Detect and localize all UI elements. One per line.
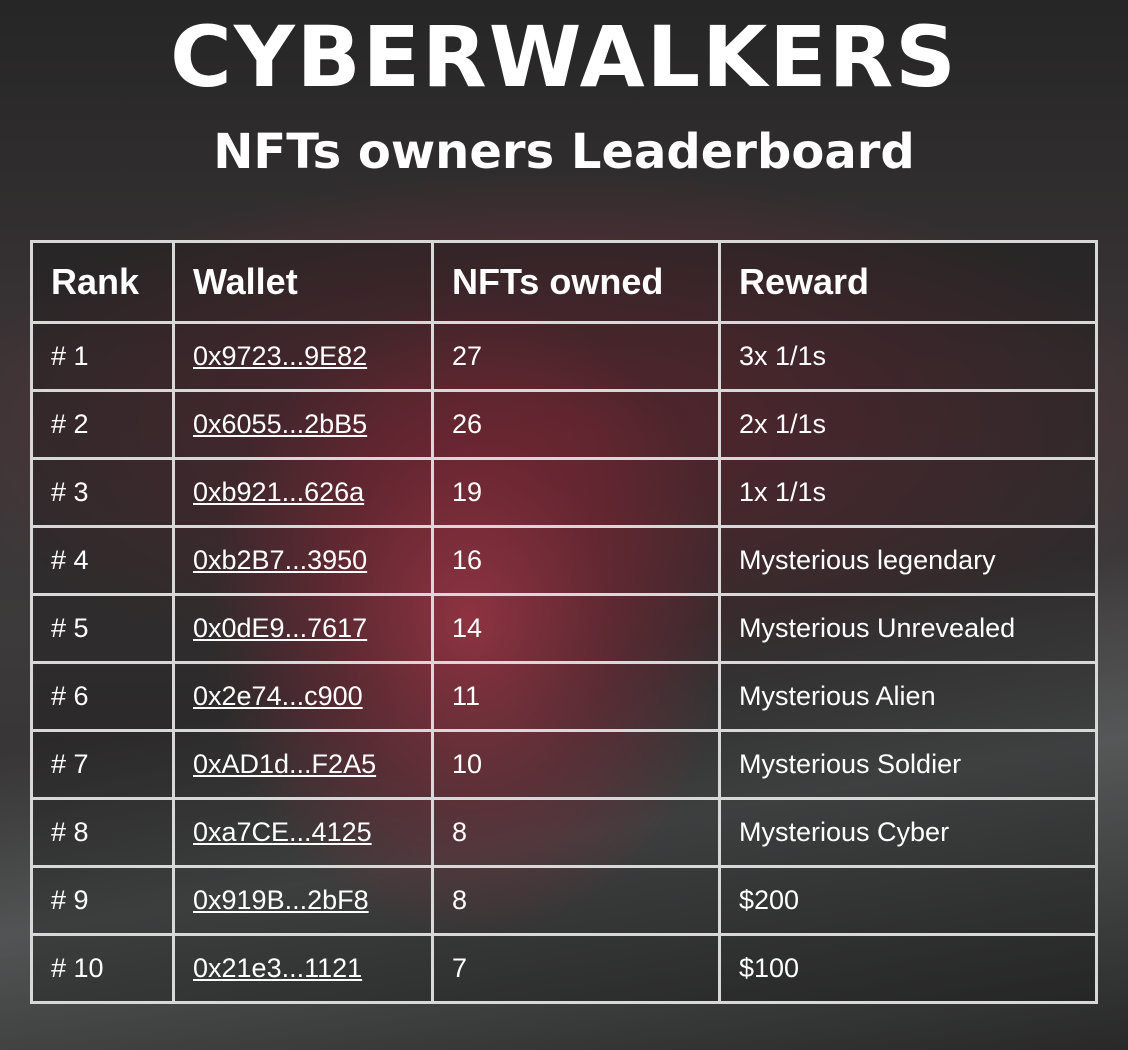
cell: # 1 (30, 321, 175, 392)
cell: 0xb921...626a (172, 457, 434, 528)
column-header: Reward (718, 240, 1098, 324)
cell: # 7 (30, 729, 175, 800)
cell: Mysterious Unrevealed (718, 593, 1098, 664)
cell: 3x 1/1s (718, 321, 1098, 392)
cell: # 5 (30, 593, 175, 664)
cell: 7 (431, 933, 721, 1004)
cell: 10 (431, 729, 721, 800)
cell: $100 (718, 933, 1098, 1004)
table-row: # 5 0x0dE9...7617 14 Mysterious Unrevealed (30, 593, 1098, 664)
wallet-link[interactable]: 0x0dE9...7617 (193, 613, 368, 643)
subtitle: NFTs owners Leaderboard (213, 124, 915, 180)
cell: 0xb2B7...3950 (172, 525, 434, 596)
table-row: # 8 0xa7CE...4125 8 Mysterious Cyber (30, 797, 1098, 868)
cell: 2x 1/1s (718, 389, 1098, 460)
cell: 0xa7CE...4125 (172, 797, 434, 868)
cell: 0x21e3...1121 (172, 933, 434, 1004)
column-header: Rank (30, 240, 175, 324)
cell: 16 (431, 525, 721, 596)
cell: 1x 1/1s (718, 457, 1098, 528)
table-row: # 1 0x9723...9E82 27 3x 1/1s (30, 321, 1098, 392)
cell: $200 (718, 865, 1098, 936)
cell: 14 (431, 593, 721, 664)
cell: # 6 (30, 661, 175, 732)
table-body: # 1 0x9723...9E82 27 3x 1/1s # 2 0x6055...2bB… (30, 321, 1098, 1004)
cell: Mysterious Soldier (718, 729, 1098, 800)
cell: 8 (431, 865, 721, 936)
cell: 0xAD1d...F2A5 (172, 729, 434, 800)
wallet-link[interactable]: 0xa7CE...4125 (193, 817, 372, 847)
table-row: # 4 0xb2B7...3950 16 Mysterious legendary (30, 525, 1098, 596)
table-row: # 9 0x919B...2bF8 8 $200 (30, 865, 1098, 936)
cell: # 2 (30, 389, 175, 460)
cell: # 9 (30, 865, 175, 936)
cell: 0x9723...9E82 (172, 321, 434, 392)
wallet-link[interactable]: 0xAD1d...F2A5 (193, 749, 377, 779)
wallet-link[interactable]: 0xb921...626a (193, 477, 365, 507)
cell: 8 (431, 797, 721, 868)
cell: 0x919B...2bF8 (172, 865, 434, 936)
table-row: # 10 0x21e3...1121 7 $100 (30, 933, 1098, 1004)
wallet-link[interactable]: 0xb2B7...3950 (193, 545, 368, 575)
cell: 0x2e74...c900 (172, 661, 434, 732)
column-header: Wallet (172, 240, 434, 324)
wallet-link[interactable]: 0x9723...9E82 (193, 341, 368, 371)
wallet-link[interactable]: 0x6055...2bB5 (193, 409, 368, 439)
wallet-link[interactable]: 0x919B...2bF8 (193, 885, 369, 915)
cell: 0x0dE9...7617 (172, 593, 434, 664)
cell: Mysterious Cyber (718, 797, 1098, 868)
cell: 11 (431, 661, 721, 732)
cell: 26 (431, 389, 721, 460)
cell: 27 (431, 321, 721, 392)
table-row: # 2 0x6055...2bB5 26 2x 1/1s (30, 389, 1098, 460)
cell: 0x6055...2bB5 (172, 389, 434, 460)
cell: # 3 (30, 457, 175, 528)
cell: # 4 (30, 525, 175, 596)
wallet-link[interactable]: 0x2e74...c900 (193, 681, 363, 711)
cell: # 8 (30, 797, 175, 868)
cell: 19 (431, 457, 721, 528)
wallet-link[interactable]: 0x21e3...1121 (193, 953, 363, 983)
table-row: # 6 0x2e74...c900 11 Mysterious Alien (30, 661, 1098, 732)
column-header: NFTs owned (431, 240, 721, 324)
cell: Mysterious legendary (718, 525, 1098, 596)
leaderboard-table: Rank Wallet NFTs owned Reward # 1 0x9723...9… (30, 240, 1098, 1004)
table-row: # 7 0xAD1d...F2A5 10 Mysterious Soldier (30, 729, 1098, 800)
title: CYBERWALKERS (170, 8, 958, 106)
header-row: Rank Wallet NFTs owned Reward (30, 240, 1098, 324)
cell: Mysterious Alien (718, 661, 1098, 732)
table-row: # 3 0xb921...626a 19 1x 1/1s (30, 457, 1098, 528)
cell: # 10 (30, 933, 175, 1004)
